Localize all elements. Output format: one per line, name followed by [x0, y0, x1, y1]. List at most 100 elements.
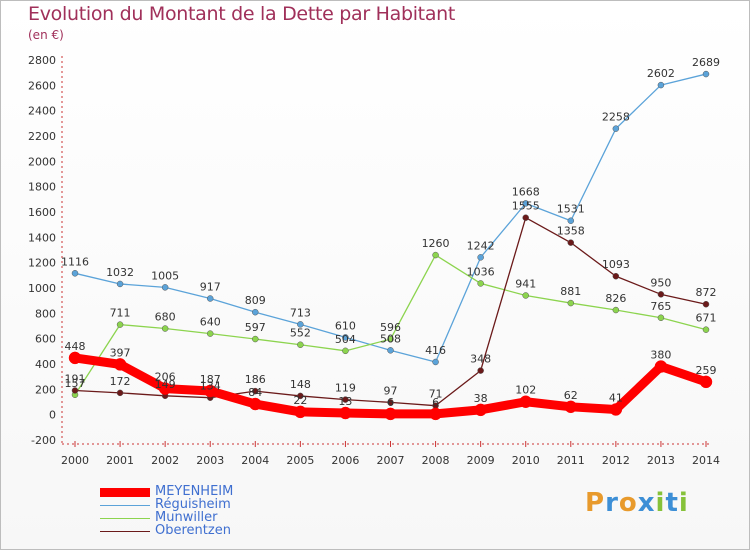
proxiti-logo: Proxiti — [585, 488, 689, 518]
data-label: 186 — [245, 373, 266, 386]
data-point — [699, 375, 713, 389]
data-point — [477, 280, 484, 287]
data-label: 1036 — [467, 265, 495, 278]
x-tick-label: 2005 — [286, 454, 314, 467]
legend-label: Munwiller — [155, 510, 218, 525]
data-label: 448 — [65, 340, 86, 353]
logo-letter: P — [585, 488, 606, 518]
data-point — [432, 358, 439, 366]
data-label: 881 — [560, 285, 581, 298]
data-point — [564, 400, 578, 414]
y-tick-label: 2200 — [28, 130, 56, 143]
y-tick-label: 2800 — [28, 54, 56, 67]
data-point — [342, 396, 349, 403]
data-label: 22 — [293, 394, 307, 407]
data-label: 552 — [290, 327, 311, 340]
data-point — [387, 399, 394, 406]
x-tick-label: 2002 — [151, 454, 179, 467]
data-point — [252, 335, 259, 343]
logo-letter: i — [655, 488, 666, 518]
data-point — [206, 295, 214, 302]
data-label: 62 — [564, 389, 578, 402]
legend-label: Réguisheim — [155, 497, 231, 512]
logo-letter: r — [605, 488, 619, 518]
data-point — [297, 341, 304, 348]
data-point — [702, 70, 710, 78]
x-tick-label: 2014 — [692, 454, 720, 467]
data-label: 1116 — [61, 255, 89, 268]
data-point — [71, 387, 79, 394]
data-label: 1555 — [512, 200, 540, 213]
x-tick-label: 2004 — [241, 454, 269, 467]
data-point — [116, 321, 124, 328]
data-label: 1358 — [557, 225, 585, 238]
data-label: 809 — [245, 294, 266, 307]
data-label: 713 — [290, 306, 311, 319]
data-label: 941 — [515, 277, 536, 290]
data-label: 826 — [605, 292, 626, 305]
y-tick-label: 1400 — [28, 231, 56, 244]
y-tick-label: 1200 — [28, 257, 56, 270]
x-tick-label: 2006 — [331, 454, 359, 467]
logo-letter: t — [665, 488, 679, 518]
x-tick-label: 2001 — [106, 454, 134, 467]
data-point — [342, 334, 349, 341]
data-label: 134 — [200, 380, 221, 393]
y-tick-label: 1000 — [28, 282, 56, 295]
x-tick-label: 2003 — [196, 454, 224, 467]
data-point — [158, 382, 172, 395]
y-tick-label: -200 — [31, 434, 56, 447]
x-tick-label: 2013 — [647, 454, 675, 467]
data-label: 6 — [387, 396, 394, 409]
data-label: 917 — [200, 281, 221, 294]
data-label: 348 — [470, 353, 491, 366]
series-layer — [68, 70, 713, 421]
data-point — [609, 403, 623, 416]
data-point — [252, 308, 259, 316]
data-point — [252, 387, 259, 395]
data-label: 259 — [696, 364, 717, 377]
data-label: 872 — [696, 286, 717, 299]
y-tick-label: 2000 — [28, 155, 56, 168]
data-point — [522, 214, 529, 221]
data-label: 2689 — [692, 56, 720, 69]
data-point — [522, 200, 529, 207]
data-label: 597 — [245, 321, 266, 334]
data-point — [294, 405, 307, 419]
logo-letter: i — [678, 488, 689, 518]
data-point — [297, 392, 304, 400]
data-label: 596 — [380, 321, 401, 334]
data-point — [612, 125, 620, 132]
y-tick-label: 800 — [35, 307, 56, 320]
logo-letter: x — [637, 488, 656, 518]
data-label: 148 — [290, 378, 311, 391]
data-label: 13 — [338, 395, 352, 408]
data-label: 149 — [155, 378, 176, 391]
y-tick-label: 1800 — [28, 181, 56, 194]
x-tick-label: 2009 — [467, 454, 495, 467]
legend-swatch — [100, 518, 150, 519]
data-label: 119 — [335, 382, 356, 395]
legend-swatch — [100, 488, 150, 497]
data-label: 41 — [609, 391, 623, 404]
data-label: 2258 — [602, 111, 630, 124]
data-label: 1242 — [467, 239, 495, 252]
data-label: 765 — [650, 300, 671, 313]
data-point — [567, 217, 575, 224]
data-point — [432, 251, 439, 259]
data-label: 97 — [384, 384, 398, 397]
y-tick-label: 600 — [35, 333, 56, 346]
data-label: 508 — [380, 332, 401, 345]
y-tick-label: 400 — [35, 358, 56, 371]
data-label: 671 — [696, 312, 717, 325]
y-tick-label: 200 — [35, 383, 56, 396]
data-label: 191 — [65, 372, 86, 385]
data-label: 206 — [155, 371, 176, 384]
y-tick-label: 0 — [49, 409, 56, 422]
chart-subtitle: (en €) — [28, 28, 64, 42]
data-label: 504 — [335, 333, 356, 346]
data-point — [522, 292, 529, 299]
data-label: 187 — [200, 373, 221, 386]
